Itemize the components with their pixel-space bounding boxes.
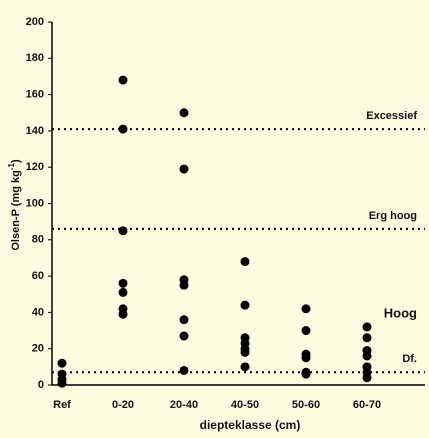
y-axis-title-text: Olsen-P (mg kg [10,170,22,250]
point [240,362,250,372]
point [118,124,128,134]
x-tick-label: Ref [53,399,71,411]
point [301,304,311,314]
y-tick-label: 100 [26,197,44,209]
y-tick-label: 140 [26,125,44,137]
point [118,278,128,288]
y-tick-label: 160 [26,89,44,101]
y-tick-label: 80 [32,234,44,246]
y-tick-label: 60 [32,270,44,282]
x-axis-title: diepteklasse (cm) [200,418,301,432]
point [118,287,128,297]
y-axis-title: Olsen-P (mg kg-1) [7,159,22,251]
zone-label: Hoog [384,305,417,320]
y-axis-title-sup: -1 [7,162,16,170]
point [179,280,189,290]
point [179,365,189,375]
y-tick-label: 0 [38,379,44,391]
point [362,373,372,383]
point [240,300,250,310]
point [57,378,67,388]
point [118,75,128,85]
point [179,108,189,118]
y-axis-title-suffix: ) [10,159,22,163]
point [301,326,311,336]
point [179,315,189,325]
x-tick-label: 40-50 [231,399,259,411]
point [240,257,250,267]
y-tick-label: 120 [26,161,44,173]
point [362,333,372,343]
y-tick-label: 180 [26,52,44,64]
reference-label: Df. [402,353,417,365]
point [240,347,250,357]
point [179,331,189,341]
point [118,309,128,319]
y-tick-label: 20 [32,343,44,355]
point [118,226,128,236]
y-tick-label: 40 [32,306,44,318]
point [301,369,311,379]
x-tick-label: 20-40 [170,399,198,411]
point [179,164,189,174]
point [362,322,372,332]
point [362,351,372,361]
x-tick-label: 60-70 [353,399,381,411]
reference-label: Excessief [366,110,417,122]
x-tick-label: 50-60 [292,399,320,411]
point [57,358,67,368]
reference-label: Erg hoog [369,210,417,222]
y-tick-label: 200 [26,16,44,28]
x-tick-label: 0-20 [112,399,134,411]
point [301,353,311,363]
